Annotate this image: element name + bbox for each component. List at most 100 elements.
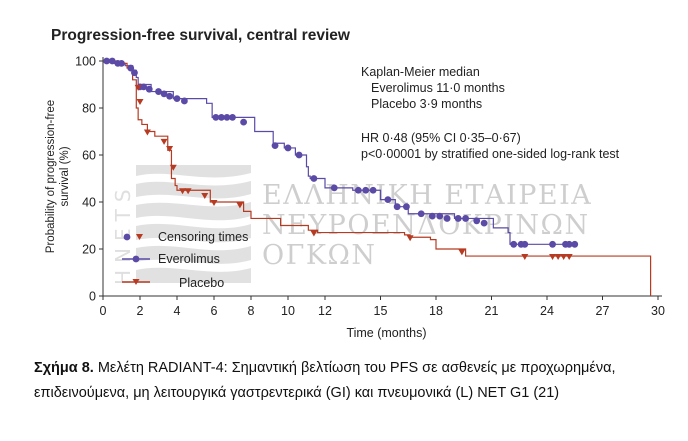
placebo-censor-mark: [134, 84, 142, 91]
everolimus-censor-mark: [310, 175, 318, 182]
everolimus-censor-mark: [473, 217, 481, 225]
placebo-censor-mark: [136, 98, 144, 105]
everolimus-censor-mark: [118, 59, 125, 67]
median-everolimus: Everolimus 11·0 months: [371, 81, 505, 95]
p-value: p<0·00001 by stratified one-sided log-ra…: [361, 147, 620, 161]
x-tick-label: 6: [211, 304, 218, 318]
watermark-line-1: ΕΛΛΗΝΙΚΗ ΕΤΑΙΡΕΙΑ: [262, 180, 592, 211]
everolimus-censor-mark: [549, 240, 556, 248]
legend-placebo: Placebo: [122, 276, 224, 290]
everolimus-censor-mark: [428, 212, 436, 220]
everolimus-censor-mark: [173, 95, 181, 102]
everolimus-censor-mark: [354, 186, 362, 194]
placebo-censor-mark: [169, 164, 177, 171]
x-tick-label: 27: [596, 304, 610, 318]
everolimus-censor-mark: [565, 240, 573, 248]
y-tick-label: 20: [82, 243, 96, 257]
y-tick-label: 100: [75, 55, 96, 69]
everolimus-censor-mark: [271, 142, 279, 150]
x-tick-label: 15: [374, 304, 388, 318]
everolimus-censor-mark: [454, 215, 462, 222]
x-tick-label: 12: [318, 304, 332, 318]
placebo-censor-mark: [160, 138, 168, 145]
everolimus-censor-mark: [145, 85, 153, 93]
y-tick-label: 0: [89, 290, 96, 304]
watermark-logo-letters: HNETS: [111, 182, 135, 285]
x-tick-label: 8: [248, 304, 255, 318]
legend-everolimus-dot-icon: [132, 255, 140, 263]
censoring-marks: [103, 57, 579, 261]
caption-text: Μελέτη RADIANT-4: Σημαντική βελτίωση του…: [34, 360, 616, 401]
placebo-censor-mark: [166, 145, 174, 152]
everolimus-censor-mark: [108, 57, 116, 65]
everolimus-censor-mark: [384, 196, 392, 204]
everolimus-censor-mark: [480, 219, 488, 227]
caption-label: Σχήμα 8.: [34, 360, 94, 376]
everolimus-censor-mark: [155, 88, 162, 95]
everolimus-censor-mark: [166, 92, 174, 100]
x-tick-label: 18: [429, 304, 443, 318]
figure-caption: Σχήμα 8. Μελέτη RADIANT-4: Σημαντική βελ…: [34, 356, 674, 406]
placebo-censor-mark: [310, 230, 318, 237]
placebo-censor-mark: [560, 254, 568, 261]
y-tick-label: 80: [82, 102, 96, 116]
legend-label-everolimus: Everolimus: [158, 252, 220, 266]
everolimus-censor-mark: [443, 215, 451, 222]
everolimus-censor-mark: [369, 186, 377, 194]
legend-censor-dot-icon: [123, 233, 131, 241]
placebo-censor-mark: [565, 254, 573, 261]
placebo-censor-mark: [549, 254, 557, 261]
everolimus-censor-mark: [521, 240, 529, 248]
everolimus-censor-mark: [393, 203, 401, 211]
y-axis-label: Probability of progression-free survival …: [45, 100, 71, 253]
y-tick-label: 60: [82, 149, 96, 163]
placebo-censor-mark: [554, 254, 562, 261]
placebo-censor-mark: [458, 249, 466, 256]
everolimus-censor-mark: [127, 64, 135, 72]
legend-everolimus: Everolimus: [122, 252, 220, 266]
everolimus-censor-mark: [362, 186, 370, 194]
everolimus-censor-mark: [229, 114, 236, 121]
everolimus-censor-mark: [181, 97, 188, 105]
median-header: Kaplan-Meier median: [361, 65, 480, 79]
x-tick-label: 2: [137, 304, 144, 318]
legend-label-censoring: Censoring times: [158, 230, 248, 244]
x-tick-label: 0: [100, 304, 107, 318]
everolimus-censor-mark: [160, 90, 168, 98]
everolimus-censor-mark: [510, 240, 518, 248]
placebo-censor-mark: [236, 202, 244, 209]
watermark: HNETS ΕΛΛΗΝΙΚΗ ΕΤΑΙΡΕΙΑ ΝΕΥΡΟΕΝΔΟΚΡΙΝΩΝ …: [111, 165, 592, 285]
x-tick-label: 10: [281, 304, 295, 318]
everolimus-censor-mark: [218, 114, 225, 121]
placebo-censor-mark: [143, 129, 151, 136]
everolimus-censor-mark: [571, 240, 579, 248]
everolimus-censor-mark: [223, 114, 231, 121]
placebo-censor-mark: [406, 235, 414, 242]
legend-censoring-times: Censoring times: [123, 230, 248, 244]
watermark-line-3: ΟΓΚΩΝ: [262, 240, 377, 271]
x-axis-label: Time (months): [346, 326, 426, 340]
placebo-censor-mark: [184, 188, 192, 195]
watermark-zebra-logo: [136, 165, 251, 283]
y-tick-label: 40: [82, 196, 96, 210]
everolimus-censor-mark: [403, 203, 410, 211]
everolimus-censor-mark: [436, 212, 444, 220]
everolimus-censor-mark: [284, 144, 292, 152]
placebo-censor-mark: [521, 254, 529, 261]
placebo-censor-mark: [179, 188, 187, 195]
watermark-line-2: ΝΕΥΡΟΕΝΔΟΚΡΙΝΩΝ: [262, 210, 590, 241]
everolimus-censor-mark: [240, 118, 248, 126]
legend-censor-triangle-icon: [136, 234, 143, 240]
median-placebo: Placebo 3·9 months: [371, 97, 482, 111]
everolimus-censor-mark: [103, 57, 111, 65]
legend-label-placebo: Placebo: [179, 276, 224, 290]
median-annotation: Kaplan-Meier median Everolimus 11·0 mont…: [361, 65, 620, 161]
everolimus-censor-mark: [140, 83, 148, 91]
legend-placebo-triangle-icon: [132, 279, 140, 285]
everolimus-censor-mark: [330, 184, 338, 192]
placebo-censor-mark: [210, 200, 218, 206]
hazard-ratio: HR 0·48 (95% CI 0·35–0·67): [361, 131, 521, 145]
everolimus-censor-mark: [131, 69, 138, 77]
pfs-figure: HNETS ΕΛΛΗΝΙΚΗ ΕΤΑΙΡΕΙΑ ΝΕΥΡΟΕΝΔΟΚΡΙΝΩΝ …: [45, 27, 665, 341]
